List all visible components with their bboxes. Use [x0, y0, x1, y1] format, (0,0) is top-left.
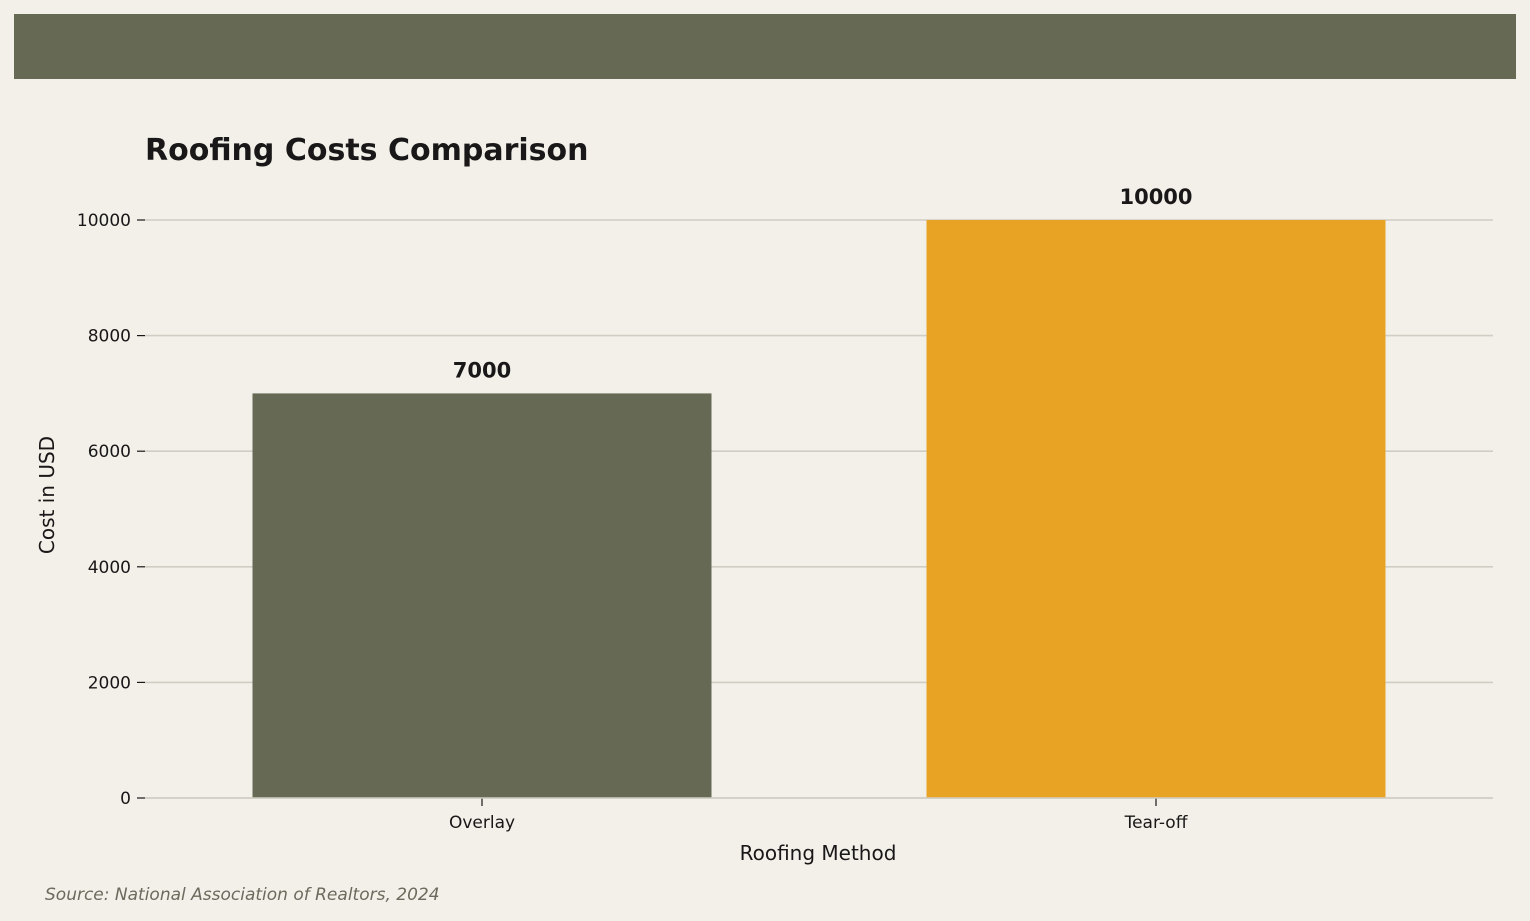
- y-tick-label: 10000: [77, 211, 131, 231]
- y-tick-label: 4000: [88, 558, 131, 578]
- data-label: 10000: [1119, 185, 1192, 209]
- x-axis-label: Roofing Method: [740, 841, 897, 865]
- x-tick-label: Tear-off: [1124, 813, 1189, 833]
- top-banner: [14, 14, 1516, 79]
- axes: 0 2000 4000 6000 8000 10000 Overlay Tear-off: [77, 211, 1493, 833]
- labels: Roofing Method Cost in USD: [35, 436, 896, 865]
- bars: 7000 10000: [252, 185, 1386, 798]
- y-tick-label: 2000: [88, 673, 131, 693]
- source-note: Source: National Association of Realtors…: [45, 885, 440, 905]
- y-tick-label: 6000: [88, 442, 131, 462]
- y-tick-label: 0: [120, 789, 131, 809]
- bar-overlay: [252, 393, 712, 798]
- x-tick-label: Overlay: [449, 813, 515, 833]
- y-tick-label: 8000: [88, 327, 131, 347]
- y-axis-label: Cost in USD: [35, 436, 59, 554]
- data-label: 7000: [453, 358, 511, 382]
- bar-tear-off: [926, 220, 1386, 798]
- chart-title: Roofing Costs Comparison: [145, 133, 589, 168]
